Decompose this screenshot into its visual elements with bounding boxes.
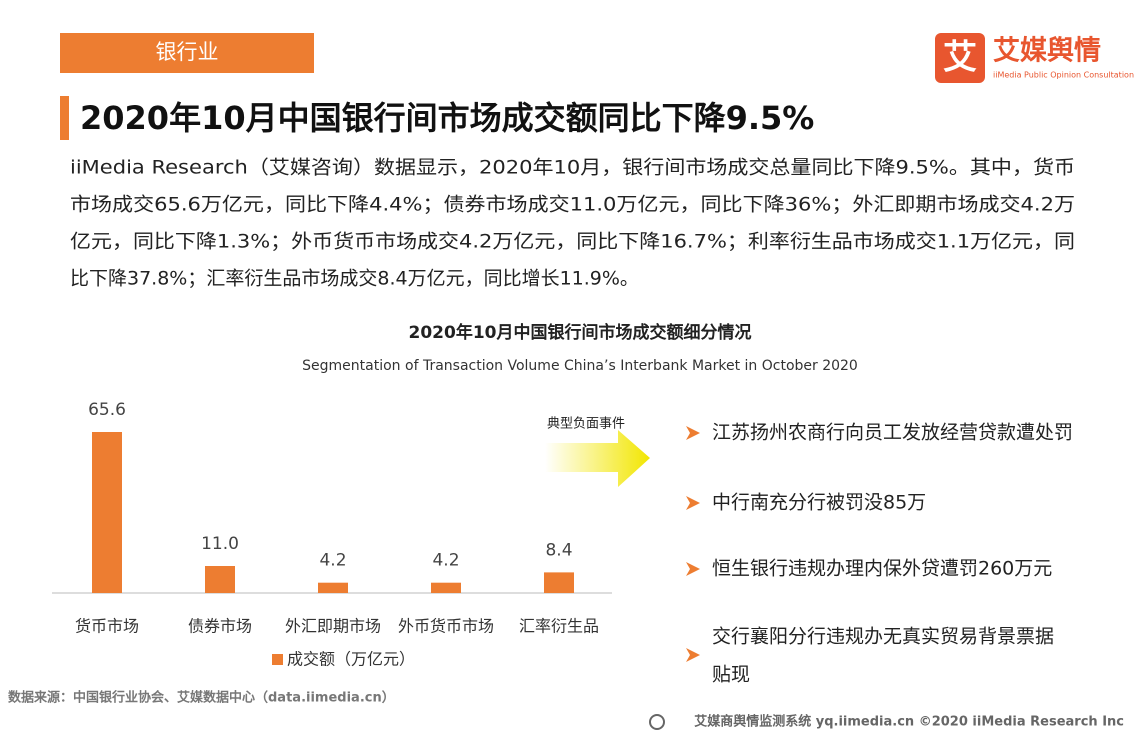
events: 江苏扬州农商行向员工发放经营贷款遭处罚中行南充分行被罚没85万恒生银行违规办理内…	[686, 422, 1073, 686]
chart-title: 2020年10月中国银行间市场成交额细分情况	[409, 322, 752, 343]
body-line: 比下降37.8%；汇率衍生品市场成交8.4万亿元，同比增长11.9%。	[70, 268, 639, 290]
bar	[431, 582, 461, 593]
chevron	[686, 648, 700, 662]
event-item: 中行南充分行被罚没85万	[712, 492, 926, 514]
chevron	[686, 562, 700, 576]
chart-subtitle: Segmentation of Transaction Volume China…	[302, 358, 858, 374]
body-line: 亿元，同比下降1.3%；外币货币市场成交4.2万亿元，同比下降16.7%；利率衍…	[70, 231, 1075, 253]
logo-mark: 艾	[943, 38, 977, 78]
logo-sub: iiMedia Public Opinion Consultation	[993, 71, 1134, 80]
value-label: 4.2	[432, 551, 459, 571]
x-tick-label: 汇率衍生品	[519, 617, 599, 636]
value-label: 11.0	[201, 534, 239, 554]
tag-bg	[60, 33, 314, 73]
footer-icon	[649, 714, 665, 730]
events-label: 典型负面事件	[547, 417, 625, 432]
event-item: 恒生银行违规办理内保外贷遭罚260万元	[712, 558, 1052, 580]
value-label: 8.4	[545, 540, 572, 560]
x-tick-label: 外币货币市场	[398, 617, 494, 636]
bar	[205, 566, 235, 593]
chevron	[686, 426, 700, 440]
logo-name: 艾媒舆情	[993, 35, 1101, 67]
event-item: 交行襄阳分行违规办无真实贸易背景票据	[712, 626, 1054, 648]
x-tick-label: 外汇即期市场	[285, 617, 381, 636]
tag: 银行业	[156, 40, 219, 64]
legend-label: 成交额（万亿元）	[287, 650, 415, 669]
value-label: 65.6	[88, 400, 126, 420]
legend-swatch	[272, 654, 283, 665]
source: 数据来源：中国银行业协会、艾媒数据中心（data.iimedia.cn）	[8, 690, 395, 706]
title-accent	[60, 96, 69, 140]
chevron	[686, 496, 700, 510]
event-item: 贴现	[712, 664, 750, 686]
x-tick-label: 债券市场	[188, 617, 252, 636]
body-line: iiMedia Research（艾媒咨询）数据显示，2020年10月，银行间市…	[70, 157, 1075, 179]
value-label: 4.2	[319, 551, 346, 571]
bar	[318, 582, 348, 593]
logo-mark-bg	[935, 33, 985, 83]
bar	[92, 432, 122, 593]
x-tick-label: 货币市场	[75, 617, 139, 636]
page-title: 2020年10月中国银行间市场成交额同比下降9.5%	[80, 99, 814, 137]
bar	[544, 572, 574, 593]
credit: 艾媒商舆情监测系统 yq.iimedia.cn ©2020 iiMedia Re…	[694, 714, 1124, 730]
body: iiMedia Research（艾媒咨询）数据显示，2020年10月，银行间市…	[70, 157, 1075, 290]
event-item: 江苏扬州农商行向员工发放经营贷款遭处罚	[712, 422, 1073, 444]
arrow	[545, 430, 650, 487]
body-line: 市场成交65.6万亿元，同比下降4.4%；债券市场成交11.0万亿元，同比下降3…	[70, 194, 1075, 216]
